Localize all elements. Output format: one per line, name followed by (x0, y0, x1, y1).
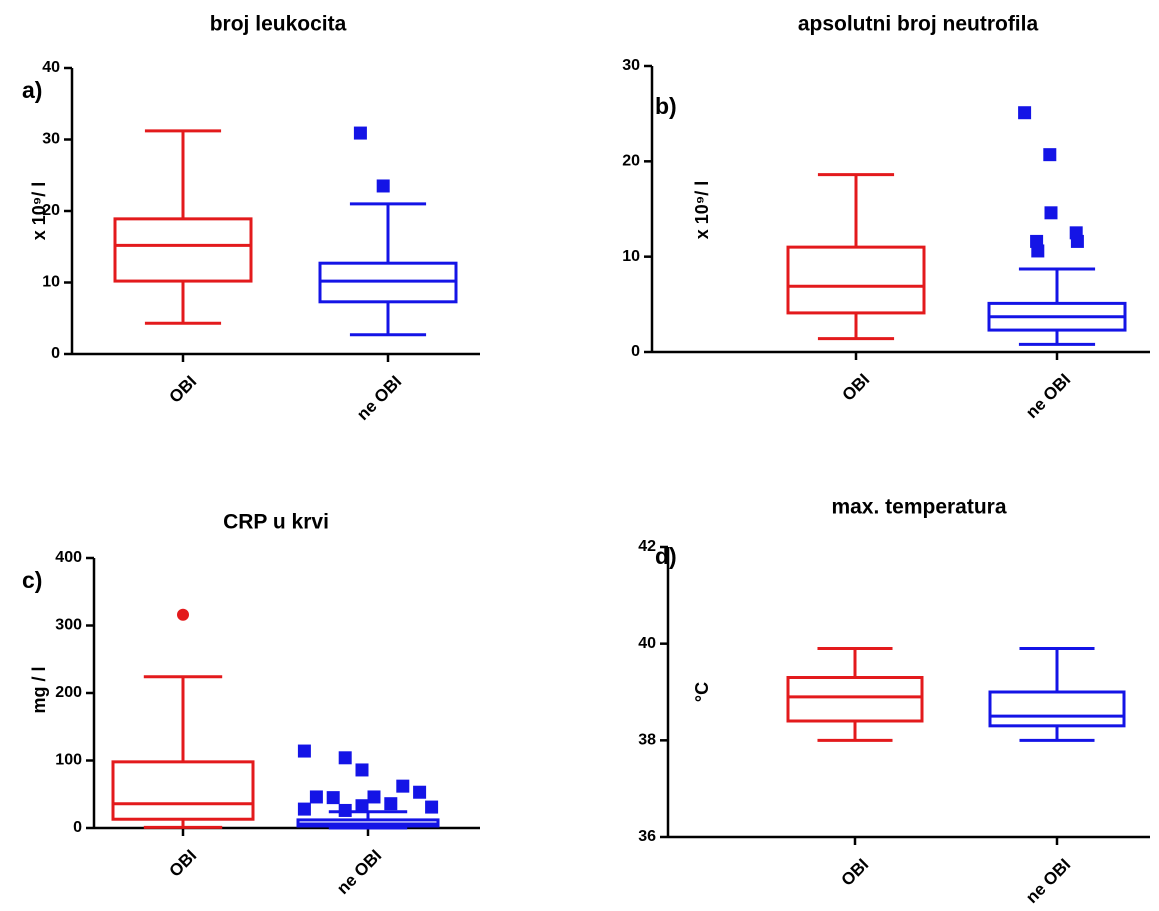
x-tick-label: ne OBI (353, 372, 405, 424)
y-tick-label: 20 (42, 202, 60, 219)
panel-label: d) (655, 543, 677, 569)
outlier (425, 800, 439, 814)
y-tick-label: 10 (42, 274, 60, 291)
y-tick-label: 36 (638, 828, 656, 845)
y-tick-label: 40 (638, 635, 656, 652)
outlier (1070, 234, 1084, 248)
outlier (1044, 206, 1058, 220)
y-tick-label: 30 (622, 57, 640, 74)
panel-label: b) (655, 93, 677, 119)
outlier (355, 799, 369, 813)
outlier (338, 751, 352, 765)
x-tick-label: OBI (837, 855, 872, 890)
y-axis-label: °C (692, 682, 712, 702)
y-tick-label: 30 (42, 131, 60, 148)
box (786, 676, 924, 723)
y-axis-label: x 10⁹/ l (692, 181, 712, 240)
outlier (367, 790, 381, 804)
outlier (355, 763, 369, 777)
y-tick-label: 42 (638, 538, 656, 555)
x-tick-label: OBI (165, 372, 200, 407)
chart-title: CRP u krvi (223, 511, 329, 534)
y-tick-label: 40 (42, 59, 60, 76)
x-tick-label: ne OBI (1022, 370, 1074, 422)
box (111, 760, 255, 821)
chart-title: broj leukocita (210, 13, 347, 36)
outlier (1043, 148, 1057, 162)
box (786, 245, 926, 315)
panel-label: c) (22, 567, 42, 593)
y-axis-label: mg / l (29, 666, 49, 713)
y-tick-label: 400 (55, 549, 82, 566)
x-tick-label: OBI (838, 370, 873, 405)
outlier (309, 790, 323, 804)
y-tick-label: 20 (622, 153, 640, 170)
outlier (353, 126, 367, 140)
y-axis-label: x 10⁹/ l (29, 182, 49, 241)
outlier (177, 608, 189, 621)
y-tick-label: 100 (55, 752, 82, 769)
panel-label: a) (22, 77, 42, 103)
box (988, 690, 1126, 728)
y-tick-label: 38 (638, 732, 656, 749)
outlier (297, 744, 311, 758)
x-tick-label: OBI (165, 846, 200, 881)
box (113, 217, 253, 283)
y-tick-label: 0 (631, 343, 640, 360)
y-tick-label: 0 (73, 819, 82, 836)
y-tick-label: 200 (55, 684, 82, 701)
x-tick-label: ne OBI (333, 846, 385, 898)
outlier (326, 791, 340, 805)
outlier (1031, 244, 1045, 258)
y-tick-label: 300 (55, 617, 82, 634)
outlier (413, 785, 427, 799)
y-tick-label: 0 (51, 345, 60, 362)
outlier (338, 803, 352, 817)
outlier (297, 802, 311, 816)
x-tick-label: ne OBI (1022, 855, 1074, 907)
chart-title: apsolutni broj neutrofila (798, 13, 1039, 36)
chart-title: max. temperatura (831, 496, 1006, 519)
y-tick-label: 10 (622, 248, 640, 265)
outlier (1018, 106, 1032, 120)
outlier (384, 797, 398, 811)
outlier (396, 779, 410, 793)
outlier (376, 179, 390, 193)
